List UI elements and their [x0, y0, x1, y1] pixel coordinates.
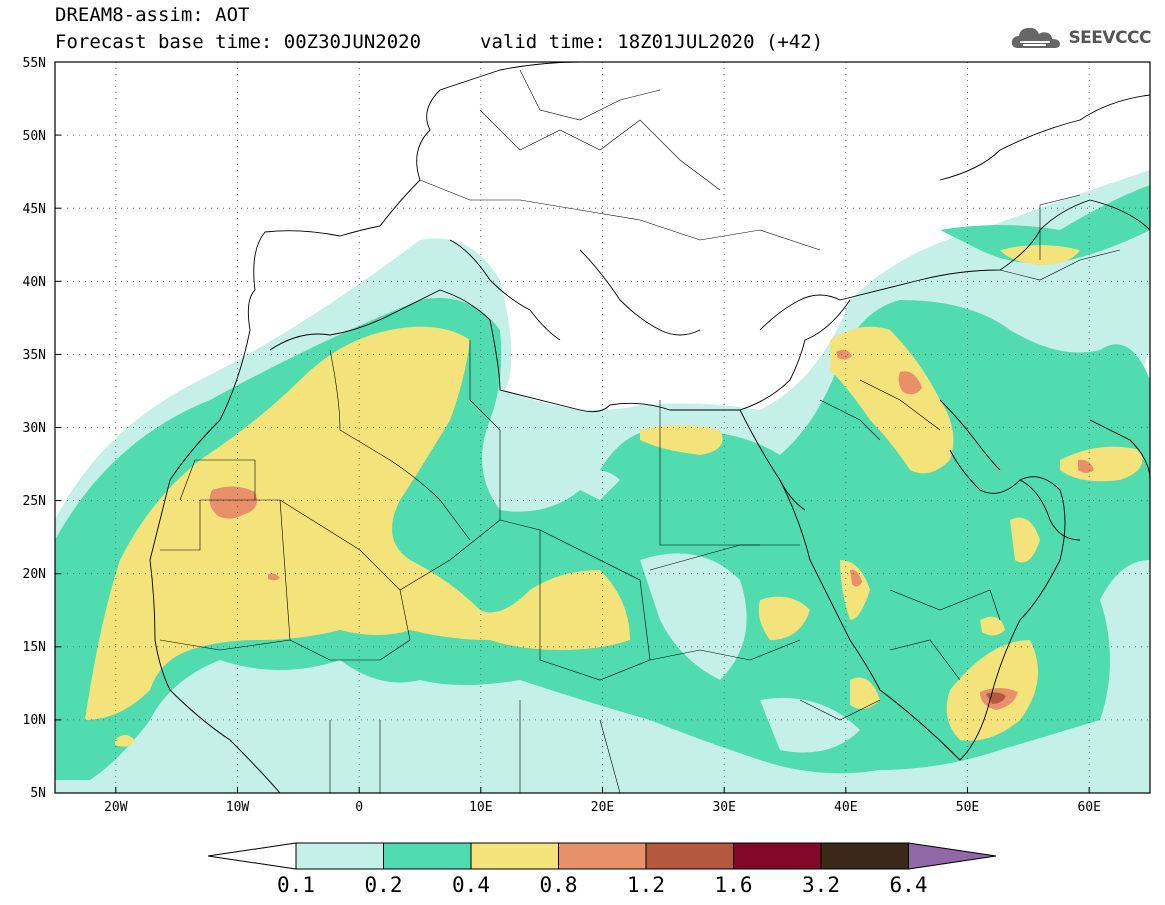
lon-label: 50E [956, 800, 979, 815]
colorbar-tick-label: 0.1 [277, 873, 315, 897]
lat-label: 15N [23, 640, 46, 655]
lat-label: 50N [23, 129, 46, 144]
graticule [55, 62, 1150, 793]
cloud-icon [1012, 27, 1061, 48]
colorbar-segment-1.6-3.2 [733, 842, 822, 870]
country-borders [159, 69, 1121, 793]
lon-label: 20W [104, 800, 128, 815]
valid-time: valid time: 18Z01JUL2020 (+42) [480, 31, 824, 53]
colorbar-under-arrow [207, 842, 297, 870]
lat-label: 40N [23, 275, 46, 290]
colorbar: 0.1 0.2 0.4 0.8 1.2 1.6 3.2 6.4 [207, 842, 997, 897]
lat-label: 10N [23, 713, 46, 728]
colorbar-tick-label: 3.2 [802, 873, 840, 897]
lon-label: 10E [469, 800, 492, 815]
colorbar-segment-0.8-1.2 [558, 842, 647, 870]
colorbar-tick-label: 0.8 [540, 873, 578, 897]
title-line1: DREAM8-assim: AOT [55, 4, 250, 26]
colorbar-tick-label: 1.6 [715, 873, 753, 897]
logo-text: SEEVCCC [1068, 28, 1151, 48]
colorbar-over-arrow [908, 842, 997, 870]
lat-label: 45N [23, 202, 46, 217]
axis-ticks [55, 61, 1090, 794]
colorbar-segment-0.2-0.4 [383, 842, 472, 870]
lat-label: 30N [23, 421, 46, 436]
lon-label: 20E [591, 800, 614, 815]
colorbar-tick-label: 1.2 [627, 873, 665, 897]
lat-label: 55N [23, 56, 46, 71]
colorbar-segment-0.1-0.2 [295, 842, 384, 870]
aot-level-0.4 [85, 245, 1143, 747]
lon-labels: 20W 10W 0 10E 20E 30E 40E 50E 60E [104, 800, 1101, 815]
lat-labels: 55N 50N 45N 40N 35N 30N 25N 20N 15N 10N … [23, 56, 46, 801]
colorbar-segment-0.4-0.8 [470, 842, 559, 870]
lat-label: 35N [23, 348, 46, 363]
lat-label: 5N [30, 786, 46, 801]
aot-field [55, 62, 1150, 793]
lon-label: 0 [355, 800, 363, 815]
lat-label: 25N [23, 494, 46, 509]
colorbar-tick-label: 0.2 [365, 873, 403, 897]
coastlines [149, 62, 1150, 793]
lon-label: 10W [226, 800, 250, 815]
colorbar-tick-label: 0.4 [452, 873, 490, 897]
lon-label: 60E [1077, 800, 1100, 815]
colorbar-segment-1.2-1.6 [645, 842, 734, 870]
lon-label: 40E [834, 800, 857, 815]
lon-label: 30E [712, 800, 735, 815]
colorbar-tick-label: 6.4 [890, 873, 928, 897]
colorbar-segment-3.2-6.4 [820, 842, 909, 870]
seevccc-logo: SEEVCCC [1010, 20, 1151, 56]
forecast-base-time: Forecast base time: 00Z30JUN2020 [55, 31, 422, 53]
lat-label: 20N [23, 567, 46, 582]
